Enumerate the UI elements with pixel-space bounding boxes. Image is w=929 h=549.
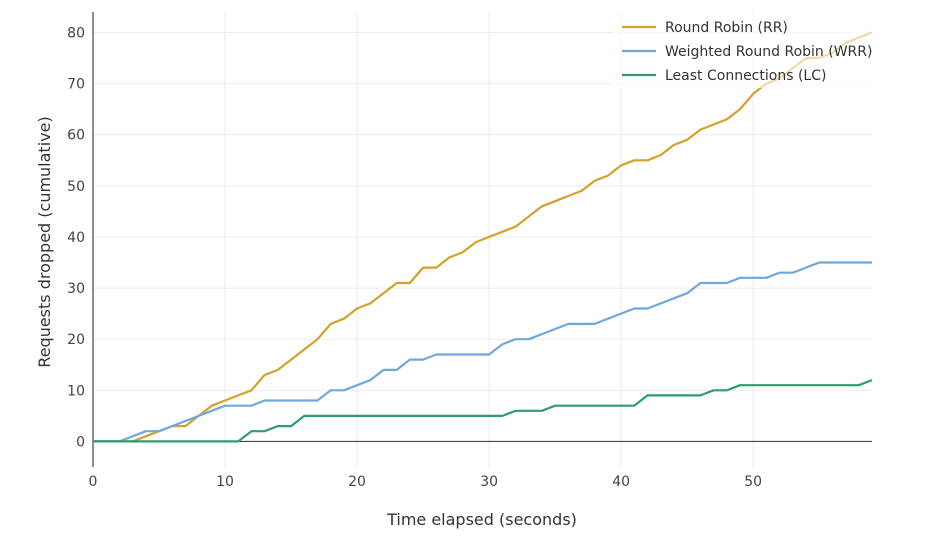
x-axis-title: Time elapsed (seconds)	[386, 510, 577, 529]
legend-label: Least Connections (LC)	[665, 68, 826, 84]
y-tick-label: 0	[76, 434, 85, 450]
x-tick-label: 50	[744, 474, 762, 490]
x-tick-label: 0	[89, 474, 98, 490]
series-lines	[93, 31, 873, 443]
legend-label: Round Robin (RR)	[665, 20, 788, 36]
legend: Round Robin (RR) Weighted Round Robin (WR…	[612, 14, 886, 88]
x-tick-label: 30	[480, 474, 498, 490]
y-tick-label: 30	[67, 281, 85, 297]
series-line-2	[93, 261, 872, 443]
axes: 0 10 20 30 40 50 0 10 20 30 40 50 60 70 80	[67, 12, 872, 490]
legend-label: Weighted Round Robin (WRR)	[665, 44, 872, 60]
y-tick-label: 60	[67, 128, 85, 144]
y-axis-title: Requests dropped (cumulative)	[35, 116, 54, 367]
y-tick-label: 50	[67, 179, 85, 195]
y-tick-label: 70	[67, 77, 85, 93]
series-line-1	[93, 31, 873, 443]
y-tick-label: 10	[67, 383, 85, 399]
y-tick-label: 80	[67, 25, 85, 41]
legend-background	[612, 14, 886, 88]
x-tick-label: 40	[612, 474, 630, 490]
x-tick-label: 10	[216, 474, 234, 490]
x-tick-label: 20	[348, 474, 366, 490]
series-line-3	[93, 379, 873, 443]
y-tick-label: 20	[67, 332, 85, 348]
y-tick-label: 40	[67, 230, 85, 246]
